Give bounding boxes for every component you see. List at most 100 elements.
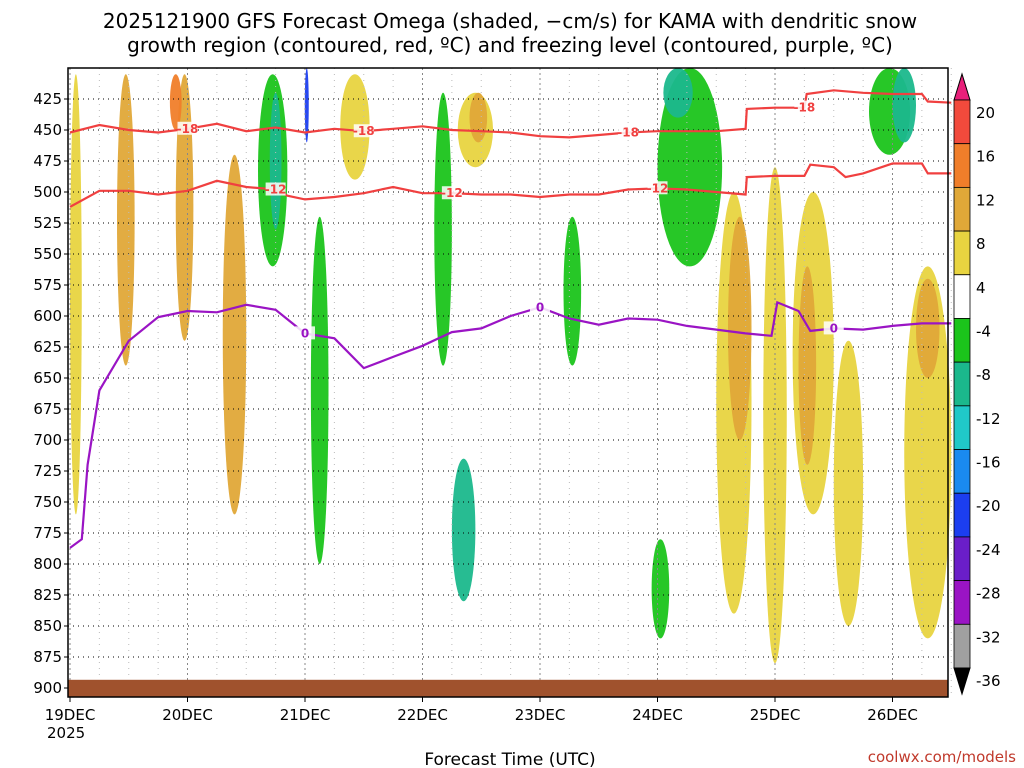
contours: -18 -18 -18 -18 -12 -12 -12 0 0 0 xyxy=(69,89,952,549)
contour-freezing-label-bg xyxy=(823,321,844,335)
omega-region-1 xyxy=(117,74,135,366)
year-label: 2025 xyxy=(47,724,85,742)
omega-region-10 xyxy=(434,92,452,366)
colorbar-swatch-8 xyxy=(953,405,971,450)
contour-freezing-label-bg xyxy=(530,300,550,314)
colorbar-label-4: 4 xyxy=(976,279,986,297)
omega-region-17 xyxy=(663,68,693,118)
y-tick-label-750: 750 xyxy=(33,493,62,511)
y-tick-label-850: 850 xyxy=(33,617,62,635)
contour-minus12-label-bg xyxy=(441,186,462,200)
colorbar-swatch-12 xyxy=(953,580,971,625)
omega-region-6 xyxy=(269,92,282,230)
x-tick-label-22DEC: 22DEC xyxy=(397,706,448,724)
y-tick-label-450: 450 xyxy=(33,121,62,139)
contour-minus12-label-0: -12 xyxy=(265,183,287,197)
x-tick-label-26DEC: 26DEC xyxy=(867,706,918,724)
contour-minus18-label-1: -18 xyxy=(353,124,375,138)
omega-region-26 xyxy=(904,266,952,639)
colorbar-label-9: -20 xyxy=(976,497,1001,515)
contour-minus18-label-bg xyxy=(353,124,374,138)
colorbar-bottom-arrow xyxy=(953,667,971,696)
y-tick-label-550: 550 xyxy=(33,245,62,263)
colorbar-label-7: -12 xyxy=(976,410,1001,428)
y-tick-label-650: 650 xyxy=(33,369,62,387)
omega-region-3 xyxy=(169,74,182,130)
y-tick-label-875: 875 xyxy=(33,648,62,666)
contour-freezing-label-2: 0 xyxy=(830,321,838,335)
contour-minus18-label-bg xyxy=(618,125,639,139)
y-tick-label-575: 575 xyxy=(33,276,62,294)
x-tick-label-21DEC: 21DEC xyxy=(280,706,331,724)
x-tick-label-23DEC: 23DEC xyxy=(515,706,566,724)
contour-minus12-line xyxy=(69,162,952,208)
contour-freezing-label-1: 0 xyxy=(536,300,544,314)
y-tick-label-525: 525 xyxy=(33,214,62,232)
colorbar-top-arrow xyxy=(953,72,971,101)
colorbar-swatch-7 xyxy=(953,361,971,407)
contour-minus18-line xyxy=(69,89,952,139)
contour-minus12-label-2: -12 xyxy=(647,181,669,195)
x-tick-label-19DEC: 19DEC xyxy=(45,706,96,724)
axes: 425 450 475 500 525 550 575 600 625 650 675 700 725 7… xyxy=(33,67,949,724)
colorbar-label-2: 12 xyxy=(976,191,995,209)
omega-shading xyxy=(70,68,952,664)
x-tick-label-20DEC: 20DEC xyxy=(162,706,213,724)
omega-region-16 xyxy=(657,68,723,267)
omega-region-13 xyxy=(469,92,488,143)
colorbar-swatch-3 xyxy=(953,186,971,232)
contour-minus18-label-2: -18 xyxy=(617,125,639,139)
y-tick-label-800: 800 xyxy=(33,555,62,573)
colorbar-label-12: -32 xyxy=(976,628,1001,646)
colorbar-label-10: -24 xyxy=(976,541,1001,559)
y-tick-label-900: 900 xyxy=(33,679,62,697)
terrain xyxy=(68,679,948,697)
contour-minus12-label-bg xyxy=(647,181,668,195)
contour-minus18-label-bg xyxy=(794,100,815,114)
contour-freezing-label-bg xyxy=(295,326,315,340)
contour-minus12-label-1: -12 xyxy=(441,186,463,200)
colorbar-swatch-5 xyxy=(953,274,971,319)
colorbar-swatch-9 xyxy=(953,449,971,494)
y-tick-label-675: 675 xyxy=(33,400,62,418)
y-tick-label-725: 725 xyxy=(33,462,62,480)
colorbar-label-13: -36 xyxy=(976,672,1001,690)
omega-region-19 xyxy=(728,216,752,440)
colorbar-swatch-11 xyxy=(953,536,971,582)
colorbar-label-8: -16 xyxy=(976,454,1001,472)
colorbar-label-11: -28 xyxy=(976,585,1001,603)
omega-region-27 xyxy=(916,278,940,378)
y-tick-label-425: 425 xyxy=(33,90,62,108)
contour-minus18-label-3: -18 xyxy=(794,101,816,115)
y-tick-label-700: 700 xyxy=(33,431,62,449)
colorbar-swatch-6 xyxy=(953,318,971,363)
y-tick-label-500: 500 xyxy=(33,183,62,201)
x-axis-label: Forecast Time (UTC) xyxy=(424,750,595,768)
colorbar-label-1: 16 xyxy=(976,148,995,166)
y-tick-label-825: 825 xyxy=(33,586,62,604)
omega-region-25 xyxy=(892,68,916,143)
omega-region-4 xyxy=(222,154,247,515)
omega-region-23 xyxy=(833,340,864,626)
omega-region-20 xyxy=(763,167,787,664)
y-tick-label-775: 775 xyxy=(33,524,62,542)
y-tick-label-475: 475 xyxy=(33,152,62,170)
colorbar-label-3: 8 xyxy=(976,235,986,253)
omega-region-14 xyxy=(563,216,582,366)
omega-region-2 xyxy=(175,74,194,341)
contour-minus18-label-0: -18 xyxy=(177,122,199,136)
chart-title-line2: growth region (contoured, red, ºC) and f… xyxy=(127,33,893,57)
contour-minus12-label-bg xyxy=(265,182,286,196)
colorbar-swatch-2 xyxy=(953,143,971,188)
colorbar-swatch-4 xyxy=(953,230,971,276)
terrain-fill xyxy=(68,679,948,697)
omega-region-11 xyxy=(451,458,476,602)
plot-frame xyxy=(67,67,949,698)
y-tick-label-625: 625 xyxy=(33,338,62,356)
chart-title-line1: 2025121900 GFS Forecast Omega (shaded, −… xyxy=(103,9,917,33)
x-tick-label-24DEC: 24DEC xyxy=(632,706,683,724)
colorbar-label-5: -4 xyxy=(976,322,991,340)
colorbar-swatch-1 xyxy=(953,99,971,145)
colorbar-label-6: -8 xyxy=(976,366,991,384)
